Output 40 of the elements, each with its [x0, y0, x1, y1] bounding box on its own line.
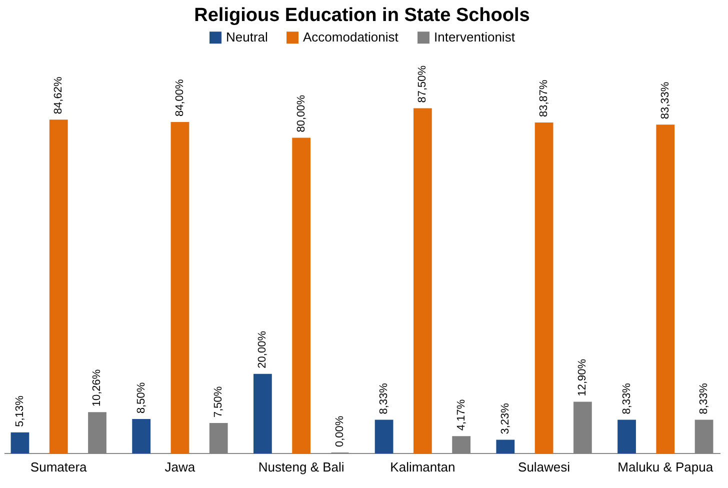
x-tick-label: Sumatera: [30, 460, 88, 474]
x-tick-label: Sulawesi: [518, 460, 570, 474]
data-label: 3,23%: [499, 402, 512, 434]
chart-title: Religious Education in State Schools: [194, 5, 530, 26]
legend-label: Accomodationist: [303, 30, 399, 45]
bar: [374, 420, 394, 454]
data-label: 8,33%: [698, 382, 710, 414]
x-tick-label: Nusteng & Bali: [258, 460, 344, 474]
bar: [49, 120, 68, 454]
bar: [656, 124, 675, 454]
bar: [534, 122, 554, 454]
data-label: 5,13%: [14, 395, 26, 427]
x-tick-label: Maluku & Papua: [618, 460, 714, 474]
data-label: 83,87%: [538, 80, 550, 118]
x-tick-label: Jawa: [164, 460, 196, 474]
data-label: 10,26%: [91, 369, 104, 407]
data-label: 84,62%: [52, 76, 65, 114]
legend-label: Neutral: [226, 30, 268, 45]
data-label: 8,33%: [620, 382, 633, 414]
bar: [132, 419, 151, 454]
data-label: 12,90%: [576, 358, 589, 396]
data-label: 20,00%: [256, 330, 269, 368]
data-label: 8,33%: [378, 382, 390, 414]
data-label: 83,33%: [659, 82, 672, 120]
bar: [413, 108, 432, 454]
data-label: 80,00%: [295, 94, 308, 132]
data-label: 4,17%: [455, 399, 468, 431]
bar: [253, 374, 272, 454]
bar: [618, 420, 636, 454]
data-label: 84,00%: [174, 78, 186, 117]
x-tick-label: Kalimantan: [390, 460, 456, 474]
data-label: 87,50%: [416, 65, 429, 103]
data-label: 8,50%: [135, 382, 148, 414]
data-label: 7,50%: [212, 386, 225, 418]
bar: [496, 440, 515, 454]
bar: [292, 138, 311, 454]
data-label: 0,00%: [334, 416, 346, 447]
legend-label: Interventionist: [434, 30, 516, 45]
bar: [10, 432, 30, 454]
bar: [170, 122, 190, 454]
